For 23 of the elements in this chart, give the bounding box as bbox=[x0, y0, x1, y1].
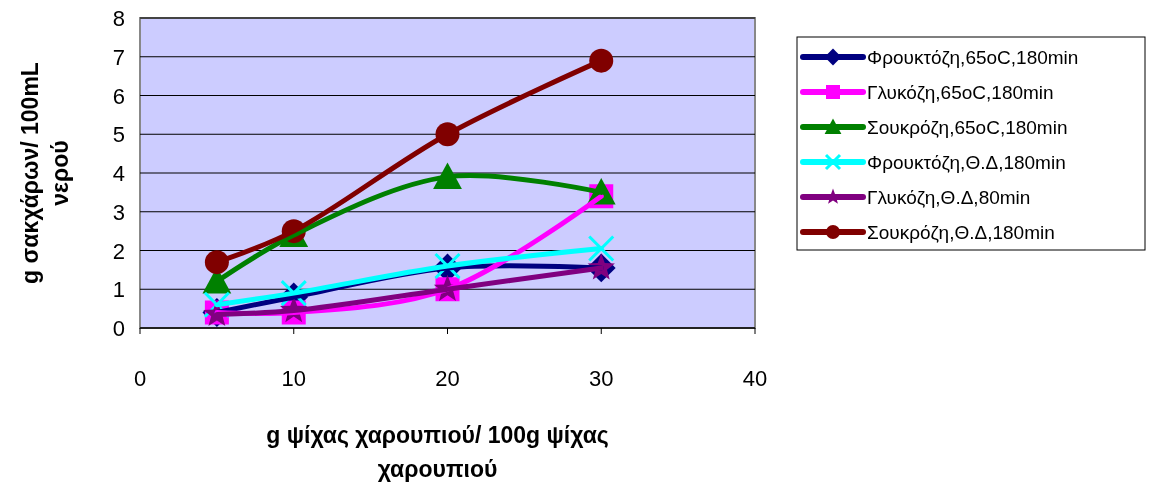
legend-label: Γλυκόζη,65oC,180min bbox=[867, 82, 1054, 103]
legend-label: Γλυκόζη,Θ.Δ,80min bbox=[867, 187, 1031, 208]
x-tick-label: 10 bbox=[281, 366, 306, 391]
x-tick-label: 20 bbox=[435, 366, 460, 391]
y-tick-label: 3 bbox=[112, 199, 125, 225]
y-tick-label: 6 bbox=[112, 83, 125, 109]
legend-label: Φρουκτόζη,65oC,180min bbox=[867, 47, 1079, 68]
legend-label: Φρουκτόζη,Θ.Δ,180min bbox=[867, 152, 1066, 173]
y-tick-label: 7 bbox=[112, 44, 125, 70]
legend-label: Σουκρόζη,65oC,180min bbox=[867, 117, 1068, 138]
y-tick-label: 8 bbox=[112, 6, 125, 31]
x-tick-label: 40 bbox=[742, 366, 768, 391]
y-tick-label: 0 bbox=[112, 316, 125, 341]
x-tick-label: 30 bbox=[589, 366, 614, 391]
x-tick-label: 0 bbox=[133, 366, 147, 391]
y-tick-label: 2 bbox=[112, 238, 125, 264]
y-axis-title: g σακχάρων/ 100mL νερού bbox=[17, 62, 73, 284]
y-tick-label: 1 bbox=[112, 277, 125, 303]
point bbox=[587, 235, 615, 263]
y-tick-label: 4 bbox=[112, 161, 125, 186]
y-tick-label: 5 bbox=[112, 122, 125, 148]
legend-label: Σουκρόζη,Θ.Δ,180min bbox=[867, 222, 1055, 243]
x-axis-title: g ψίχας χαρουπιού/ 100g ψίχας χαρουπιού bbox=[266, 422, 609, 482]
